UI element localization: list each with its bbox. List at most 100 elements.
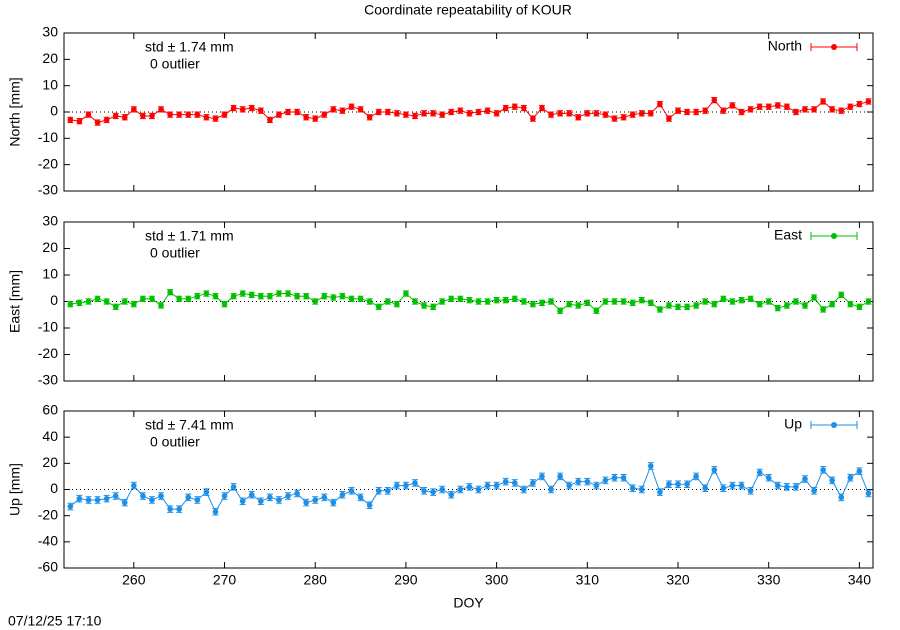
data-point bbox=[493, 297, 500, 303]
data-point bbox=[412, 113, 418, 119]
data-point bbox=[838, 494, 845, 501]
legend-marker bbox=[831, 422, 837, 428]
data-point bbox=[312, 115, 319, 122]
data-point bbox=[403, 290, 409, 297]
data-point bbox=[221, 301, 228, 307]
data-point bbox=[557, 473, 563, 480]
y-tick-label: -10 bbox=[38, 319, 58, 335]
data-point bbox=[384, 488, 391, 494]
data-point bbox=[702, 298, 709, 305]
data-point bbox=[684, 109, 690, 115]
data-point bbox=[530, 115, 536, 122]
data-point bbox=[149, 497, 155, 503]
series-group bbox=[67, 462, 872, 516]
data-point bbox=[185, 111, 192, 118]
data-point bbox=[412, 480, 418, 486]
x-axis-label: DOY bbox=[453, 595, 484, 611]
data-point bbox=[521, 105, 527, 111]
data-point bbox=[366, 114, 373, 121]
data-point bbox=[711, 301, 718, 307]
data-point bbox=[802, 476, 808, 482]
data-point bbox=[121, 499, 128, 506]
data-point bbox=[666, 481, 672, 488]
data-point bbox=[466, 484, 473, 490]
data-point bbox=[765, 103, 772, 110]
data-point bbox=[729, 482, 736, 489]
data-point bbox=[793, 484, 799, 490]
y-tick-label: 20 bbox=[42, 50, 58, 66]
data-point bbox=[448, 491, 455, 498]
timestamp: 07/12/25 17:10 bbox=[8, 613, 102, 629]
data-point bbox=[375, 304, 382, 310]
data-point bbox=[330, 106, 337, 113]
legend-marker bbox=[831, 44, 837, 50]
y-tick-label: -20 bbox=[38, 506, 58, 522]
data-point bbox=[194, 497, 201, 503]
data-point bbox=[394, 110, 400, 117]
data-point bbox=[149, 296, 155, 302]
data-point bbox=[285, 493, 291, 499]
data-point bbox=[820, 467, 826, 473]
data-point bbox=[711, 97, 718, 103]
data-point bbox=[602, 298, 609, 305]
data-point bbox=[856, 468, 863, 474]
data-point bbox=[747, 488, 754, 494]
data-point bbox=[684, 481, 690, 488]
data-point bbox=[131, 482, 137, 489]
data-point bbox=[729, 102, 736, 109]
y-tick-label: -20 bbox=[38, 155, 58, 171]
data-point bbox=[602, 477, 609, 484]
data-point bbox=[475, 486, 482, 493]
data-point bbox=[176, 111, 182, 118]
data-point bbox=[511, 480, 518, 486]
data-point bbox=[521, 486, 527, 493]
data-point bbox=[811, 488, 817, 494]
y-tick-label: 60 bbox=[42, 402, 58, 418]
data-point bbox=[675, 107, 681, 114]
data-point bbox=[584, 478, 591, 485]
std-annotation: std ± 1.71 mm bbox=[145, 228, 234, 244]
data-point bbox=[384, 298, 391, 305]
data-point bbox=[747, 106, 754, 113]
data-point bbox=[784, 103, 790, 110]
y-tick-label: -40 bbox=[38, 533, 58, 549]
data-point bbox=[421, 110, 427, 117]
data-point bbox=[276, 111, 282, 118]
plot-frame bbox=[63, 32, 874, 192]
data-point bbox=[267, 494, 273, 501]
data-point bbox=[502, 105, 509, 111]
data-point bbox=[784, 484, 790, 490]
data-point bbox=[85, 298, 92, 305]
data-point bbox=[248, 491, 255, 498]
data-point bbox=[530, 301, 536, 307]
data-point bbox=[756, 103, 763, 110]
data-point bbox=[448, 109, 455, 115]
data-point bbox=[593, 307, 600, 314]
data-point bbox=[720, 485, 727, 491]
data-point bbox=[502, 297, 509, 303]
data-point bbox=[666, 115, 672, 122]
data-point bbox=[412, 298, 418, 305]
std-annotation: std ± 7.41 mm bbox=[145, 417, 234, 433]
data-point bbox=[638, 486, 645, 493]
data-point bbox=[348, 103, 355, 110]
data-point bbox=[865, 98, 872, 105]
data-point bbox=[140, 296, 146, 302]
data-point bbox=[312, 497, 319, 503]
data-point bbox=[321, 494, 328, 501]
data-point bbox=[647, 300, 654, 306]
data-point bbox=[484, 298, 491, 305]
data-point bbox=[112, 113, 119, 119]
data-point bbox=[112, 304, 119, 310]
data-point bbox=[394, 301, 400, 307]
data-point bbox=[820, 306, 826, 313]
outlier-annotation: 0 outlier bbox=[150, 56, 200, 72]
data-point bbox=[285, 290, 291, 297]
data-point bbox=[693, 302, 699, 309]
y-tick-label: -10 bbox=[38, 129, 58, 145]
data-point bbox=[457, 107, 464, 114]
figure-title: Coordinate repeatability of KOUR bbox=[364, 2, 572, 18]
data-point bbox=[629, 485, 636, 491]
data-point bbox=[611, 298, 618, 305]
data-point bbox=[131, 301, 137, 307]
